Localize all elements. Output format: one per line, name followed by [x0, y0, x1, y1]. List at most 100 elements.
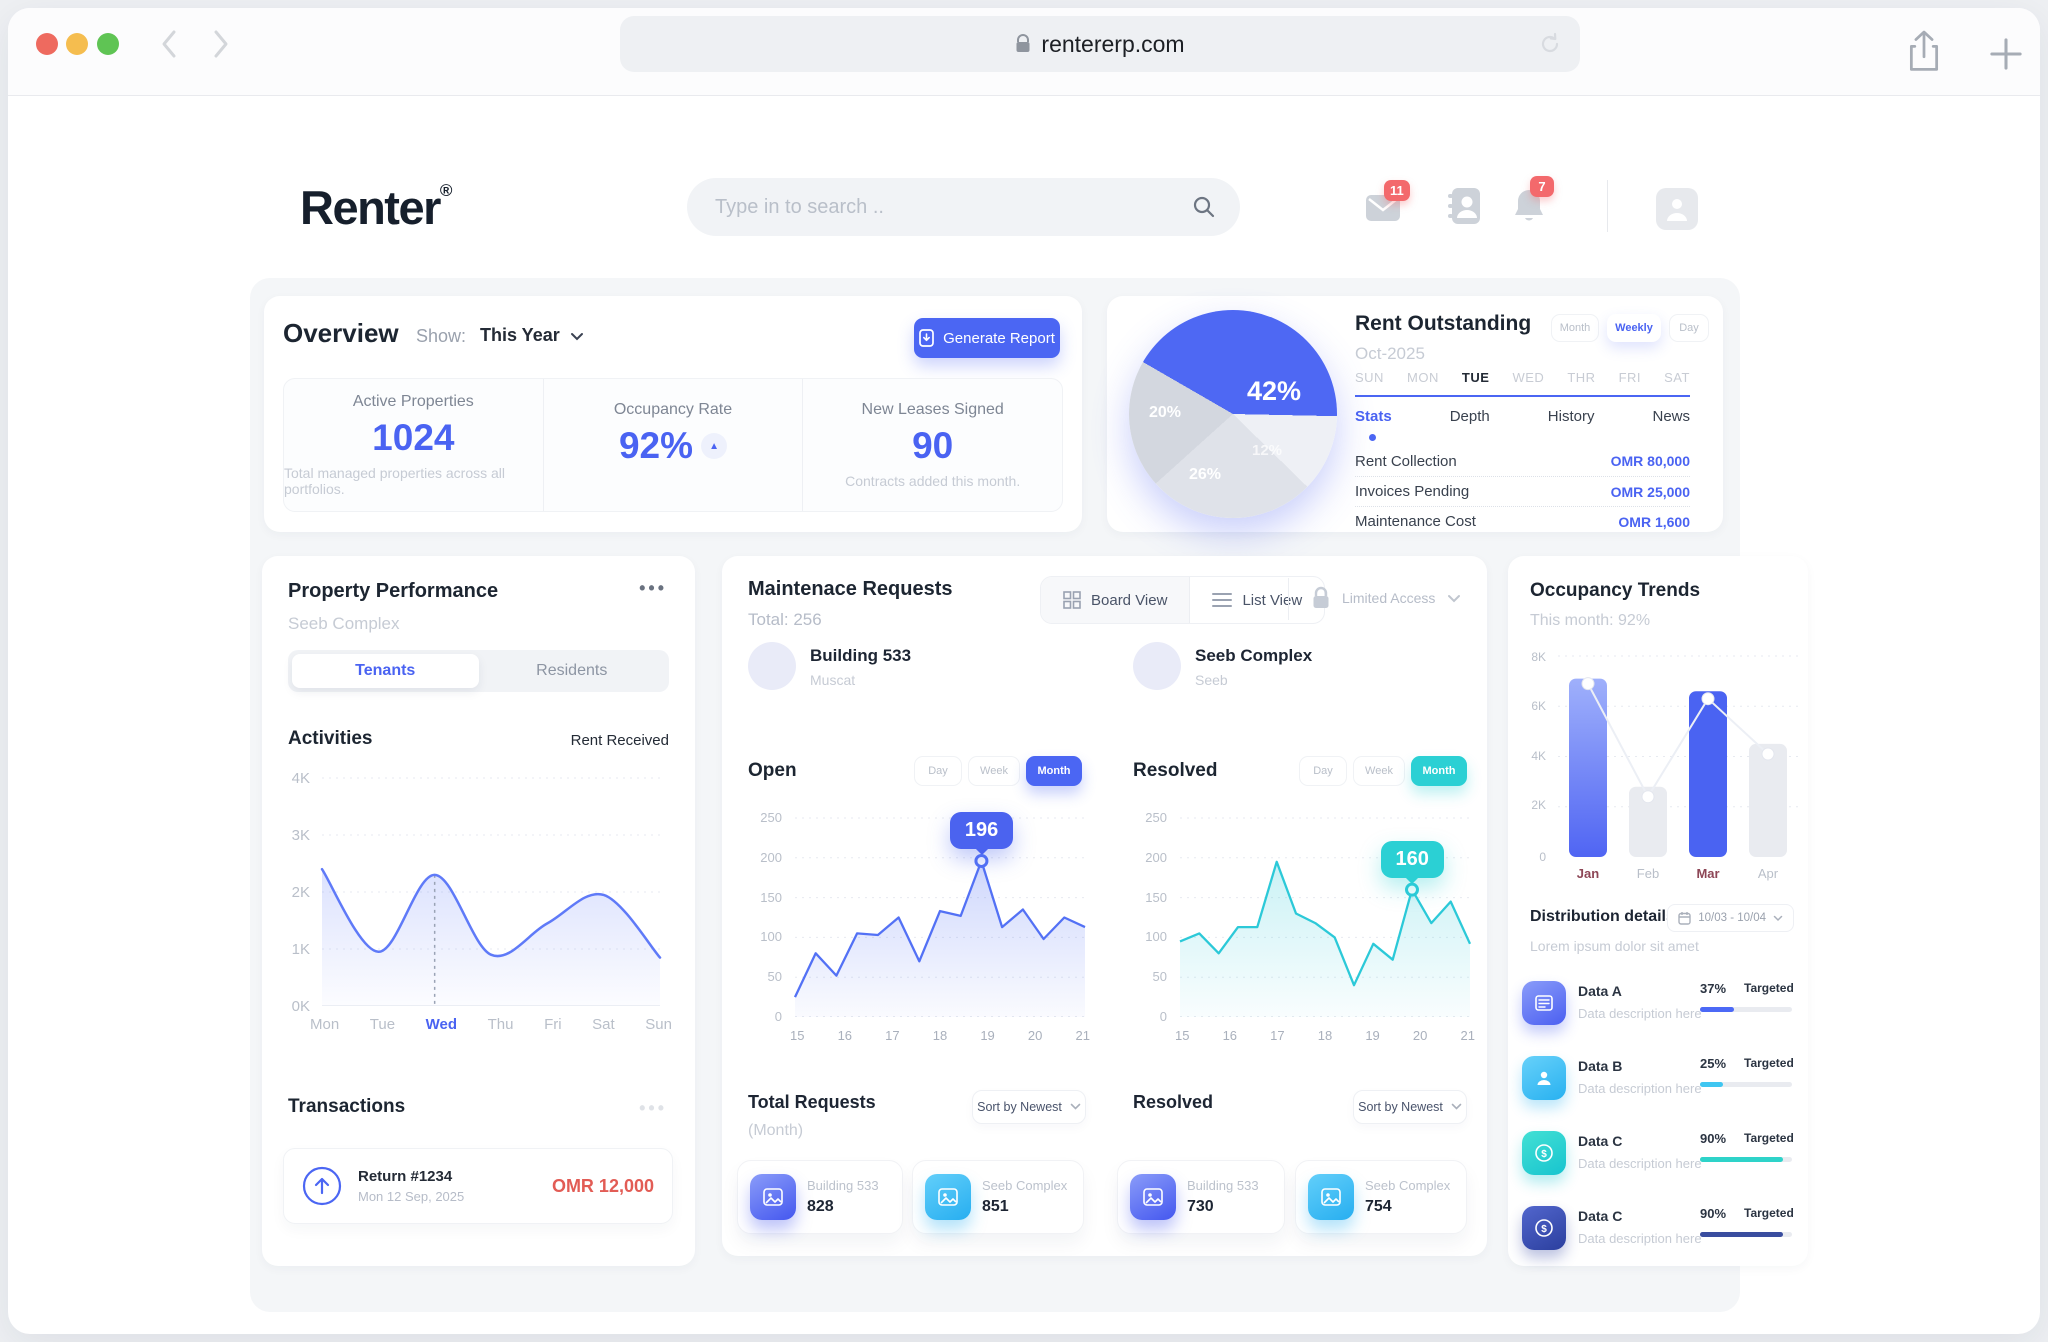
- dist-desc: Data description here: [1578, 1006, 1702, 1021]
- share-icon[interactable]: [1904, 28, 1944, 74]
- y-tick: 100: [760, 929, 782, 944]
- contacts-button[interactable]: [1448, 188, 1482, 224]
- search-input[interactable]: [715, 178, 1175, 236]
- summary-card[interactable]: Seeb Complex 754: [1295, 1160, 1467, 1234]
- dist-desc: Data description here: [1578, 1156, 1702, 1171]
- x-tick: 15: [790, 1028, 805, 1043]
- return-arrow-icon: [302, 1166, 342, 1206]
- sort-dropdown-total[interactable]: Sort by Newest: [972, 1090, 1086, 1124]
- summary-card-name: Seeb Complex: [982, 1178, 1068, 1193]
- summary-card[interactable]: Building 533 730: [1117, 1160, 1285, 1234]
- x-tick: 20: [1027, 1028, 1043, 1043]
- distribution-row[interactable]: $ Data C Data description here 90% Targe…: [1522, 1127, 1794, 1187]
- weekday-mon[interactable]: MON: [1407, 370, 1439, 385]
- range-week[interactable]: Week: [1353, 756, 1405, 786]
- summary-card-value: 754: [1365, 1198, 1392, 1215]
- board-view-button[interactable]: Board View: [1041, 577, 1191, 623]
- range-day[interactable]: Day: [1299, 756, 1347, 786]
- building-image-icon: [925, 1174, 971, 1220]
- transactions-menu-icon[interactable]: •••: [639, 1098, 667, 1118]
- x-tick-mar[interactable]: Mar: [1696, 866, 1720, 881]
- pie-label-26: 26%: [1189, 466, 1222, 483]
- open-chart-title: Open: [748, 760, 797, 781]
- messages-button[interactable]: 11: [1366, 180, 1410, 222]
- stat-value: 1024: [372, 417, 455, 458]
- board-view-label: Board View: [1091, 591, 1168, 609]
- overview-stats: Active Properties 1024 Total managed pro…: [283, 378, 1063, 512]
- minimize-window-button[interactable]: [66, 33, 88, 55]
- tab-news[interactable]: News: [1652, 408, 1690, 425]
- range-day[interactable]: Day: [914, 756, 962, 786]
- chevron-down-icon[interactable]: [570, 332, 584, 342]
- x-tick: 15: [1175, 1028, 1190, 1043]
- distribution-row[interactable]: Data A Data description here 37% Targete…: [1522, 977, 1794, 1037]
- refresh-icon[interactable]: [1538, 32, 1562, 56]
- y-tick: 250: [760, 810, 782, 825]
- distribution-row[interactable]: Data B Data description here 25% Targete…: [1522, 1052, 1794, 1112]
- transaction-row[interactable]: Return #1234 Mon 12 Sep, 2025 OMR 12,000: [283, 1148, 673, 1224]
- tab-tenants[interactable]: Tenants: [292, 654, 479, 688]
- x-tick-jan[interactable]: Jan: [1576, 866, 1600, 881]
- weekday-wed[interactable]: WED: [1512, 370, 1545, 385]
- tab-stats[interactable]: Stats: [1355, 408, 1392, 425]
- sort-label: Sort by Newest: [977, 1100, 1062, 1114]
- weekday-sat[interactable]: SAT: [1664, 370, 1690, 385]
- x-tick-apr[interactable]: Apr: [1757, 866, 1779, 881]
- summary-card[interactable]: Building 533 828: [737, 1160, 903, 1234]
- weekday-tue-active[interactable]: TUE: [1461, 370, 1490, 385]
- search-icon[interactable]: [1192, 195, 1216, 219]
- access-dropdown[interactable]: Limited Access: [1312, 586, 1461, 610]
- range-week[interactable]: Week: [968, 756, 1020, 786]
- open-range-toggle: Day Week Month: [914, 756, 1082, 786]
- y-tick: 50: [767, 969, 782, 984]
- x-tick-feb[interactable]: Feb: [1636, 866, 1660, 881]
- maintenance-total: Total: 256: [748, 610, 822, 629]
- x-tick: 16: [1222, 1028, 1238, 1043]
- list-view-button[interactable]: List View: [1190, 577, 1324, 623]
- list-icon: [1212, 593, 1233, 607]
- more-menu-icon[interactable]: •••: [639, 578, 667, 598]
- maximize-window-button[interactable]: [97, 33, 119, 55]
- x-tick: 18: [932, 1028, 948, 1043]
- distribution-row[interactable]: $ Data C Data description here 90% Targe…: [1522, 1202, 1794, 1262]
- weekday-thr[interactable]: THR: [1567, 370, 1596, 385]
- occupancy-x-axis: Jan Feb Mar Apr: [1558, 866, 1798, 881]
- address-bar[interactable]: rentererp.com: [620, 16, 1580, 72]
- range-day[interactable]: Day: [1669, 314, 1709, 342]
- app-logo: Renter®: [300, 180, 452, 235]
- user-avatar-icon: [1667, 199, 1687, 221]
- date-range-dropdown[interactable]: 10/03 - 10/04: [1667, 904, 1794, 932]
- dist-target: Targeted: [1744, 1131, 1794, 1145]
- resolved-tooltip: 160: [1380, 840, 1444, 878]
- maintenance-requests-card: Maintenace Requests Total: 256 Board Vie…: [722, 556, 1487, 1256]
- new-tab-icon[interactable]: [1986, 34, 2026, 74]
- dist-name: Data B: [1578, 1058, 1623, 1074]
- data-dollar-icon: $: [1522, 1206, 1566, 1250]
- activities-legend: Rent Received: [570, 732, 669, 749]
- property-name: Seeb Complex: [1195, 646, 1313, 665]
- back-icon[interactable]: [156, 26, 184, 62]
- notifications-button[interactable]: 7: [1512, 176, 1554, 226]
- profile-button[interactable]: [1656, 188, 1698, 230]
- range-weekly[interactable]: Weekly: [1607, 314, 1661, 342]
- generate-report-button[interactable]: Generate Report: [914, 318, 1060, 358]
- distribution-title: Distribution details: [1530, 908, 1675, 925]
- tab-history[interactable]: History: [1547, 408, 1595, 425]
- summary-card[interactable]: Seeb Complex 851: [912, 1160, 1084, 1234]
- close-window-button[interactable]: [36, 33, 58, 55]
- weekday-sun[interactable]: SUN: [1355, 370, 1384, 385]
- dist-desc: Data description here: [1578, 1081, 1702, 1096]
- tab-depth[interactable]: Depth: [1449, 408, 1490, 425]
- range-month-active[interactable]: Month: [1026, 756, 1082, 786]
- occupancy-subtitle: This month: 92%: [1530, 612, 1651, 629]
- stat-new-leases: New Leases Signed 90 Contracts added thi…: [802, 379, 1062, 511]
- forward-icon[interactable]: [206, 26, 234, 62]
- weekday-fri[interactable]: FRI: [1618, 370, 1642, 385]
- open-tooltip: 196: [949, 811, 1014, 849]
- tab-residents[interactable]: Residents: [536, 662, 608, 679]
- range-month[interactable]: Month: [1551, 314, 1599, 342]
- sort-dropdown-resolved[interactable]: Sort by Newest: [1353, 1090, 1467, 1124]
- range-month-active[interactable]: Month: [1411, 756, 1467, 786]
- y-tick: 150: [760, 890, 782, 905]
- show-dropdown[interactable]: This Year: [480, 325, 560, 345]
